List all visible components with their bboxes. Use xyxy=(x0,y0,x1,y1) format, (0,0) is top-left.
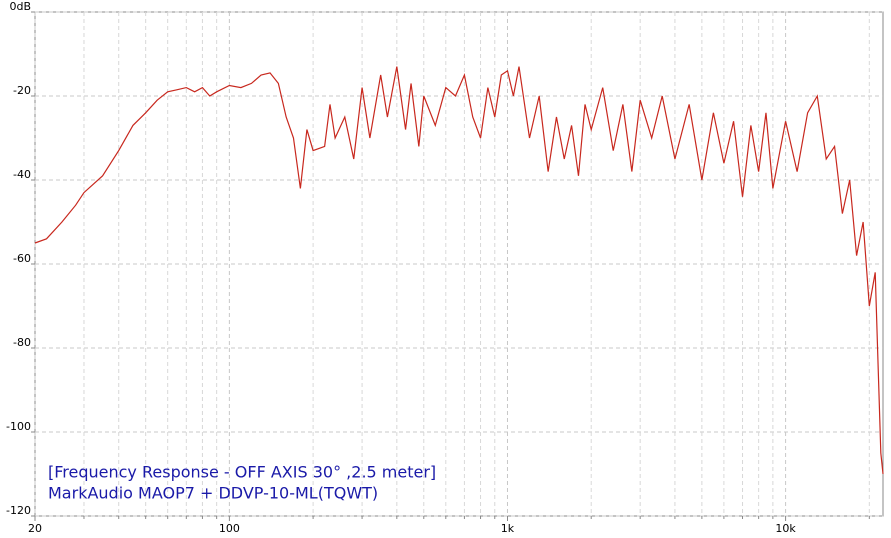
x-tick-label: 100 xyxy=(219,522,240,535)
x-tick-label: 10k xyxy=(775,522,796,535)
y-tick-label: 0dB xyxy=(9,0,31,13)
y-tick-label: -120 xyxy=(6,504,31,517)
y-tick-label: -100 xyxy=(6,420,31,433)
x-tick-label: 20 xyxy=(28,522,42,535)
y-tick-label: -20 xyxy=(13,84,31,97)
y-tick-label: -60 xyxy=(13,252,31,265)
annotation: MarkAudio MAOP7 + DDVP-10-ML(TQWT) xyxy=(48,484,378,503)
y-tick-label: -80 xyxy=(13,336,31,349)
annotation: [Frequency Response - OFF AXIS 30° ,2.5 … xyxy=(48,463,436,482)
y-tick-label: -40 xyxy=(13,168,31,181)
response-line xyxy=(34,66,884,475)
x-tick-label: 1k xyxy=(501,522,515,535)
